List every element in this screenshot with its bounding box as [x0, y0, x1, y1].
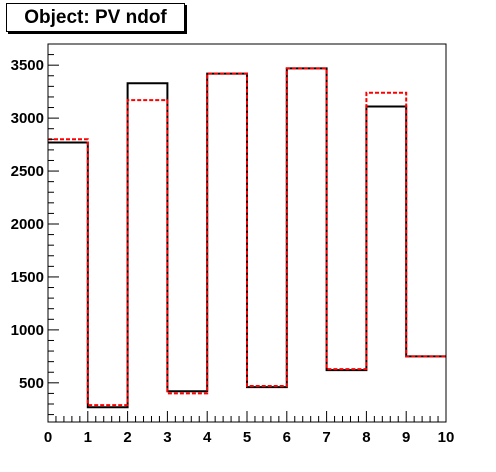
x-tick-label: 4: [203, 429, 212, 446]
y-tick-label: 1000: [11, 322, 44, 339]
y-tick-label: 1500: [11, 269, 44, 286]
x-tick-label: 8: [362, 429, 370, 446]
y-tick-label: 2500: [11, 163, 44, 180]
y-tick-label: 3500: [11, 57, 44, 74]
x-tick-label: 7: [322, 429, 330, 446]
y-tick-label: 3000: [11, 110, 44, 127]
x-tick-label: 1: [84, 429, 92, 446]
x-tick-label: 5: [243, 429, 251, 446]
x-tick-label: 3: [163, 429, 171, 446]
x-tick-label: 6: [283, 429, 291, 446]
chart-title: Object: PV ndof: [24, 6, 167, 28]
x-tick-label: 2: [123, 429, 131, 446]
title-box: Object: PV ndof: [6, 3, 185, 32]
x-tick-label: 10: [438, 429, 455, 446]
axis-layer: 0 1 2 3 4 5 6 7 8 9 10 500 1000 1500 2000 2500 3000 3500: [11, 43, 455, 446]
series-layer: [48, 67, 446, 409]
series-1-step-line: [48, 67, 446, 407]
x-tick-label: 0: [44, 429, 52, 446]
x-tick-label: 9: [402, 429, 410, 446]
y-tick-label: 2000: [11, 216, 44, 233]
y-tick-label: 500: [19, 375, 44, 392]
